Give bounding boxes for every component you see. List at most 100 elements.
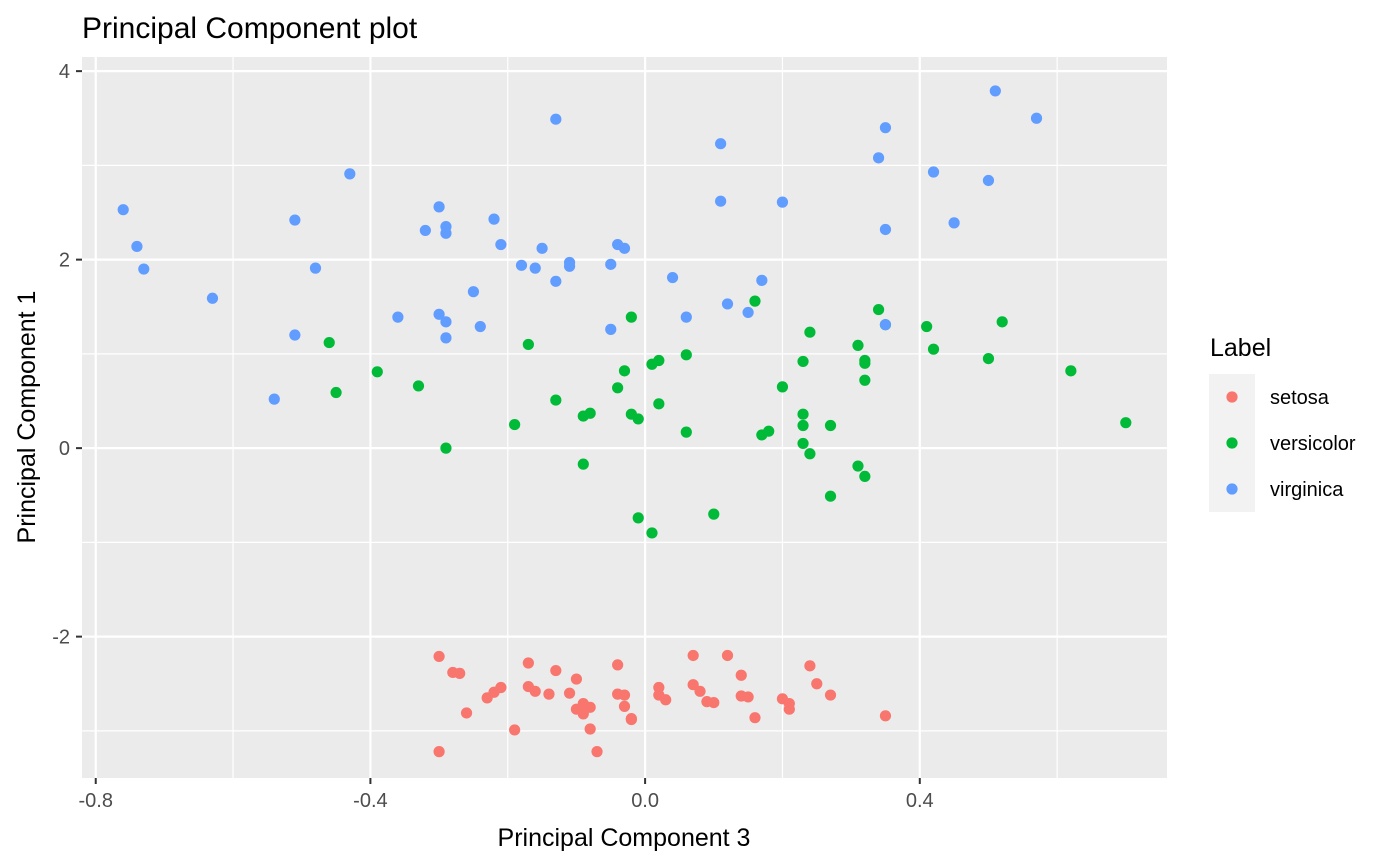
point-versicolor xyxy=(653,398,665,410)
point-setosa xyxy=(749,712,761,724)
point-versicolor xyxy=(797,419,809,432)
point-virginica xyxy=(309,262,322,274)
point-virginica xyxy=(495,238,507,251)
point-setosa xyxy=(824,689,837,701)
point-setosa xyxy=(509,724,521,736)
point-versicolor xyxy=(522,338,534,351)
point-versicolor xyxy=(509,418,521,431)
point-virginica xyxy=(550,113,562,125)
point-versicolor xyxy=(680,426,692,438)
point-virginica xyxy=(117,204,129,216)
point-versicolor xyxy=(776,381,789,393)
point-versicolor xyxy=(824,490,837,502)
point-versicolor xyxy=(577,458,589,470)
y-tick-label: 0 xyxy=(59,438,70,460)
legend: Label setosa versicolor virginica xyxy=(1209,334,1356,512)
point-versicolor xyxy=(412,380,425,392)
point-setosa xyxy=(454,667,466,679)
point-versicolor xyxy=(646,527,658,539)
point-setosa xyxy=(529,685,541,697)
y-tick-label: -2 xyxy=(52,627,70,649)
legend-title: Label xyxy=(1210,334,1271,362)
point-setosa xyxy=(618,700,631,712)
grid-major xyxy=(82,57,1167,778)
point-setosa xyxy=(783,697,795,710)
point-virginica xyxy=(268,393,280,405)
point-versicolor xyxy=(584,407,596,419)
point-versicolor xyxy=(632,413,644,425)
legend-marker-setosa xyxy=(1226,391,1238,403)
point-versicolor xyxy=(804,448,816,460)
point-virginica xyxy=(948,217,960,229)
legend-label-versicolor: versicolor xyxy=(1270,433,1356,455)
point-setosa xyxy=(660,694,672,706)
point-virginica xyxy=(467,286,480,298)
point-setosa xyxy=(879,710,892,722)
point-virginica xyxy=(618,242,631,254)
legend-label-virginica: virginica xyxy=(1270,479,1344,501)
point-versicolor xyxy=(852,339,864,351)
point-versicolor xyxy=(927,343,940,355)
point-virginica xyxy=(515,259,528,271)
point-virginica xyxy=(879,122,892,134)
point-versicolor xyxy=(1120,417,1132,429)
point-virginica xyxy=(344,168,356,180)
point-virginica xyxy=(982,174,995,187)
legend-marker-virginica xyxy=(1226,483,1238,495)
point-virginica xyxy=(927,166,940,178)
point-virginica xyxy=(776,196,789,208)
point-versicolor xyxy=(982,352,995,365)
point-virginica xyxy=(872,152,885,164)
point-virginica xyxy=(488,213,500,225)
point-setosa xyxy=(625,713,637,725)
legend-label-setosa: setosa xyxy=(1270,387,1330,409)
y-axis-title: Principal Component 1 xyxy=(13,291,41,544)
point-versicolor xyxy=(625,311,637,323)
y-tick-label: 4 xyxy=(59,61,70,83)
point-virginica xyxy=(433,308,445,320)
point-versicolor xyxy=(371,366,383,378)
point-versicolor xyxy=(763,425,775,437)
point-versicolor xyxy=(1065,365,1077,377)
point-versicolor xyxy=(440,442,452,454)
point-virginica xyxy=(879,223,892,236)
point-virginica xyxy=(680,311,692,323)
point-virginica xyxy=(989,85,1001,97)
point-virginica xyxy=(721,298,734,310)
point-versicolor xyxy=(859,357,871,369)
point-versicolor xyxy=(797,408,809,420)
point-setosa xyxy=(433,746,445,758)
point-setosa xyxy=(591,746,603,758)
point-versicolor xyxy=(550,394,562,406)
point-setosa xyxy=(522,657,534,669)
point-virginica xyxy=(474,320,486,333)
point-virginica xyxy=(666,271,679,284)
point-versicolor xyxy=(749,295,761,307)
point-setosa xyxy=(563,687,576,699)
point-virginica xyxy=(440,316,452,328)
point-virginica xyxy=(440,227,452,239)
point-virginica xyxy=(138,263,150,275)
point-setosa xyxy=(550,664,562,677)
point-virginica xyxy=(289,214,301,226)
x-axis-title: Principal Component 3 xyxy=(498,824,751,852)
point-versicolor xyxy=(618,365,631,377)
point-setosa xyxy=(612,659,624,671)
point-virginica xyxy=(563,256,576,269)
point-versicolor xyxy=(323,336,335,349)
x-tick-label: 0.0 xyxy=(631,790,659,812)
point-virginica xyxy=(742,306,754,319)
point-virginica xyxy=(392,311,404,323)
point-versicolor xyxy=(653,354,665,367)
point-versicolor xyxy=(797,437,809,450)
point-virginica xyxy=(289,329,301,341)
legend-marker-versicolor xyxy=(1226,437,1238,449)
point-virginica xyxy=(715,138,727,150)
data-points xyxy=(117,85,1132,758)
point-virginica xyxy=(419,224,431,237)
x-tick-label: -0.4 xyxy=(353,790,387,812)
x-tick-label: 0.4 xyxy=(906,790,934,812)
point-versicolor xyxy=(921,320,933,333)
point-setosa xyxy=(584,723,596,735)
